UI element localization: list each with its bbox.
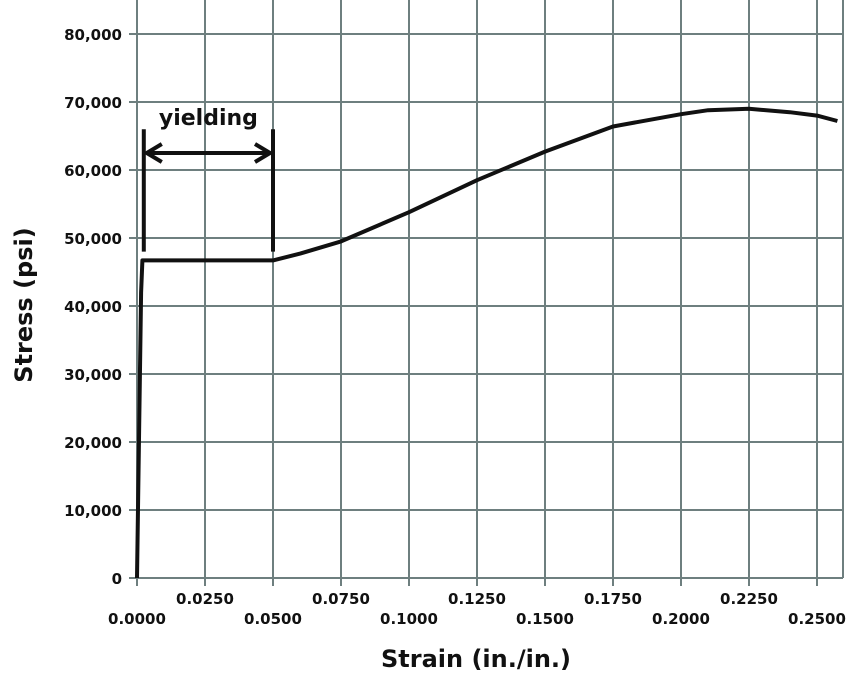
x-tick-label: 0.2000	[652, 610, 710, 628]
y-tick-label: 80,000	[64, 26, 122, 44]
stress-strain-curve	[135, 106, 838, 579]
x-tick-label: 0.1250	[448, 590, 506, 608]
x-tick-label: 0.2250	[720, 590, 778, 608]
x-tick-label: 0.1000	[380, 610, 438, 628]
y-tick-label: 50,000	[64, 230, 122, 248]
x-axis-title: Strain (in./in.)	[381, 645, 571, 673]
annotation-label: yielding	[159, 106, 258, 131]
y-tick-label: 30,000	[64, 366, 122, 384]
grid	[129, 0, 844, 586]
yielding-annotation: yielding	[141, 106, 275, 252]
y-tick-label: 70,000	[64, 94, 122, 112]
x-tick-label: 0.0750	[312, 590, 370, 608]
y-tick-label: 60,000	[64, 162, 122, 180]
y-tick-label: 20,000	[64, 434, 122, 452]
arrowhead-right	[253, 142, 272, 164]
x-tick-label: 0.1750	[584, 590, 642, 608]
x-tick-label: 0.1500	[516, 610, 574, 628]
y-axis-title: Stress (psi)	[10, 227, 38, 382]
y-tick-label: 40,000	[64, 298, 122, 316]
arrowhead-left	[144, 142, 163, 164]
y-tick-label: 0	[112, 570, 122, 588]
x-tick-label: 0.0500	[244, 610, 302, 628]
x-tick-label: 0.0000	[108, 610, 166, 628]
x-tick-label: 0.0250	[176, 590, 234, 608]
x-tick-label: 0.2500	[788, 610, 846, 628]
y-axis-ticks: 0 10,000 20,000 30,000 40,000 50,000 60,000 70,…	[64, 26, 122, 588]
y-tick-label: 10,000	[64, 502, 122, 520]
x-axis-ticks: 0.0000 0.0250 0.0500 0.0750 0.1000 0.1250 0.15…	[108, 590, 846, 628]
